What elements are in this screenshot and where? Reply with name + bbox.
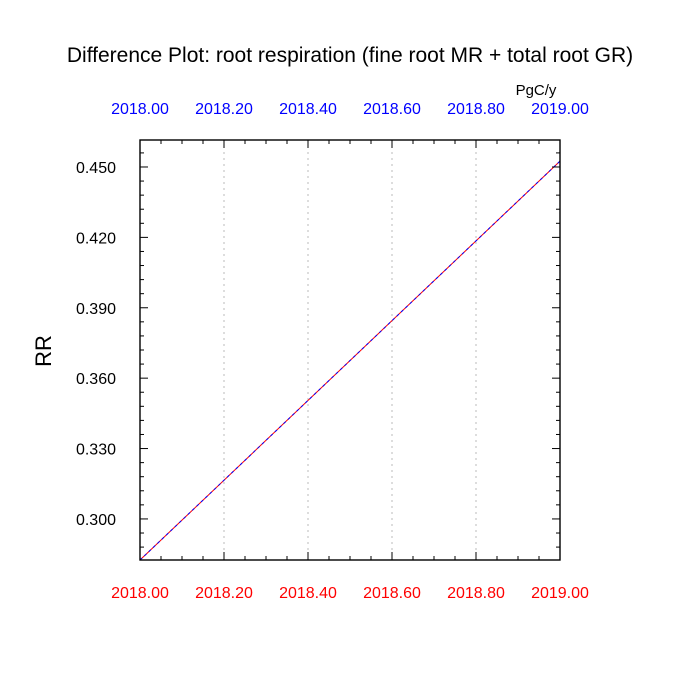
- x-tick-label-bottom: 2018.80: [447, 585, 505, 602]
- y-tick-label: 0.390: [76, 301, 116, 318]
- y-axis-label: RR: [31, 335, 56, 367]
- x-tick-label-top: 2018.00: [111, 101, 169, 118]
- y-tick-label: 0.360: [76, 371, 116, 388]
- x-tick-label-bottom: 2019.00: [531, 585, 589, 602]
- units-label: PgC/y: [516, 82, 557, 99]
- x-tick-label-top: 2018.20: [195, 101, 253, 118]
- x-tick-label-bottom: 2018.60: [363, 585, 421, 602]
- y-tick-label: 0.450: [76, 160, 116, 177]
- y-tick-label: 0.420: [76, 230, 116, 247]
- x-tick-label-top: 2019.00: [531, 101, 589, 118]
- tick-marks: [139, 140, 561, 560]
- x-tick-label-top: 2018.60: [363, 101, 421, 118]
- tick-labels: 2018.00 2018.00 2018.20 2018.20 2018.40 2018.…: [76, 101, 589, 602]
- x-tick-label-top: 2018.80: [447, 101, 505, 118]
- x-tick-label-bottom: 2018.40: [279, 585, 337, 602]
- chart-title: Difference Plot: root respiration (fine …: [67, 44, 633, 67]
- plot-frame: [139, 139, 561, 561]
- y-tick-label: 0.330: [76, 442, 116, 459]
- x-tick-label-top: 2018.40: [279, 101, 337, 118]
- grid-lines: [223, 140, 477, 560]
- x-tick-label-bottom: 2018.20: [195, 585, 253, 602]
- series-line: [139, 160, 561, 561]
- series-group: [139, 160, 561, 561]
- x-tick-label-bottom: 2018.00: [111, 585, 169, 602]
- y-tick-label: 0.300: [76, 512, 116, 529]
